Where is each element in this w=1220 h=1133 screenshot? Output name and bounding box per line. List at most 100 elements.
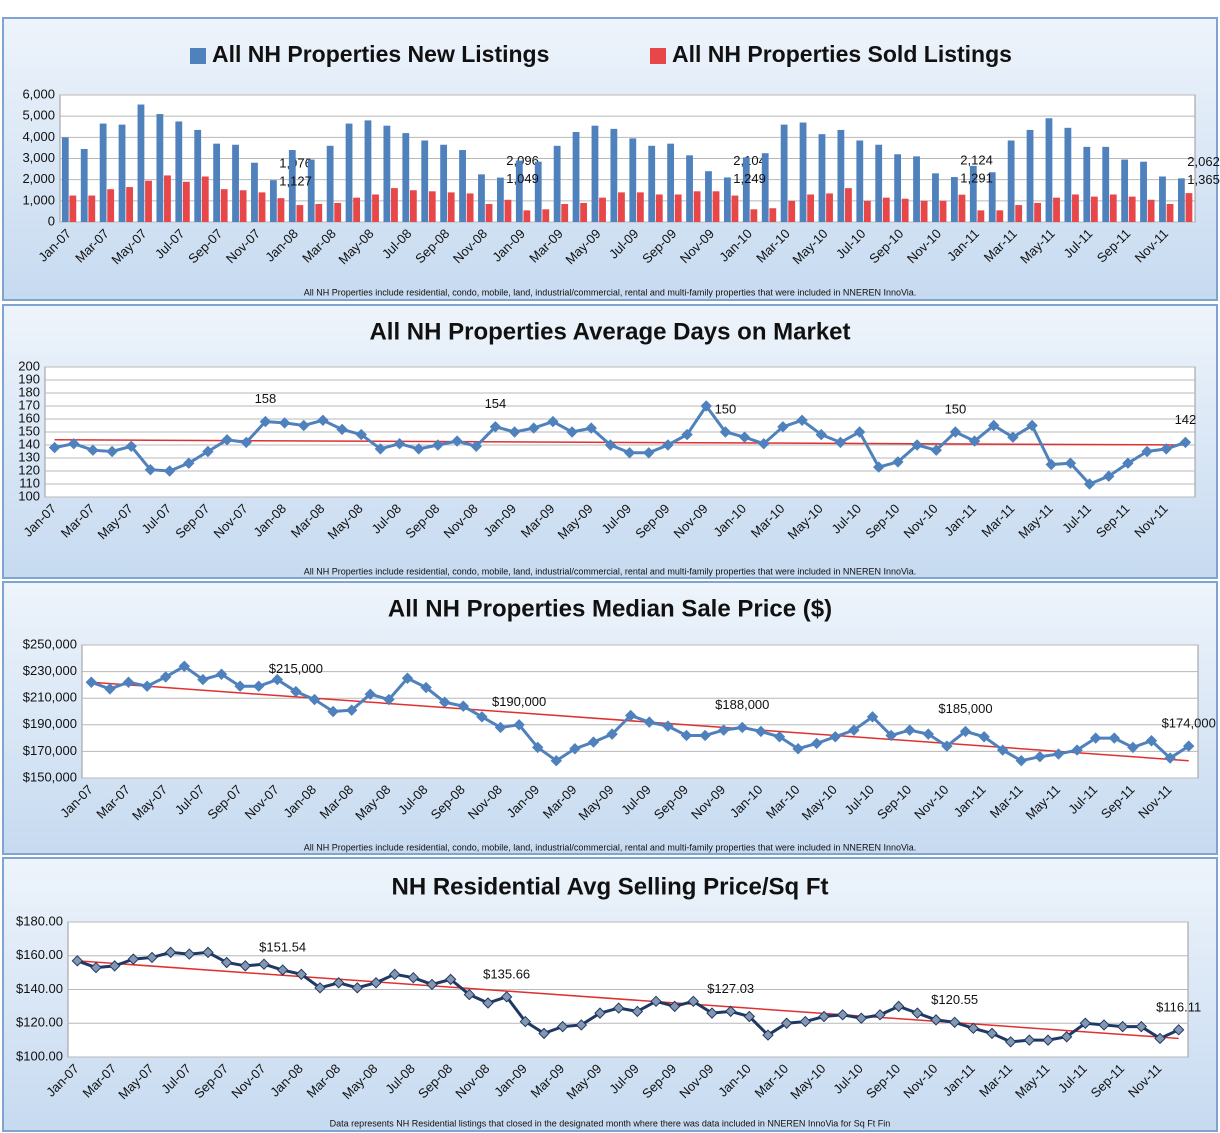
marker [755,725,767,738]
marker [967,1022,980,1035]
marker [401,672,414,684]
marker [528,422,540,434]
marker [489,421,502,433]
data-label: $190,000 [492,694,546,709]
bar [478,174,485,222]
marker [298,419,310,432]
marker [1007,431,1019,443]
bar [610,128,618,222]
bar [939,200,947,222]
footnote: Data represents NH Residential listings … [330,1118,891,1128]
bar [440,144,448,222]
bar [1090,196,1098,222]
footnote: All NH Properties include residential, c… [304,566,917,576]
marker [585,422,597,434]
marker [815,428,827,441]
data-label: 1,049 [506,171,539,186]
marker [276,964,289,976]
bar [107,189,115,222]
bar [175,121,183,222]
marker [594,1007,606,1019]
bar [372,194,379,222]
marker [777,421,789,433]
bar [1128,196,1136,222]
legend-label: All NH Properties Sold Listings [672,41,1012,67]
marker [1045,458,1057,471]
marker [476,711,488,723]
bar [1064,127,1072,222]
bar [459,150,466,222]
bar [194,129,202,222]
bar [636,192,644,222]
marker [252,680,265,692]
marker [258,958,270,970]
y-tick-label: $230,000 [23,663,77,678]
marker [988,419,1000,432]
marker [538,1027,550,1040]
data-label: $188,000 [715,697,769,712]
marker [873,461,885,473]
bar [1015,205,1023,222]
marker [1083,478,1096,490]
data-label: $185,000 [938,701,992,716]
y-tick-label: 2,000 [22,171,55,186]
bar [580,202,588,222]
bar [705,171,712,222]
marker [986,1027,998,1040]
bar [780,124,788,222]
y-tick-label: 130 [18,449,40,464]
marker [1182,740,1195,752]
data-label: 2,062 [1187,154,1220,169]
marker [836,1009,849,1021]
bar [137,104,145,222]
marker [1108,732,1121,744]
chart-title: All NH Properties Average Days on Market [369,318,850,345]
bar [326,145,334,222]
marker [463,988,476,1001]
bar [523,210,531,222]
marker [547,415,559,428]
bar [818,134,826,222]
marker [234,680,246,692]
bar [364,120,372,222]
marker [221,434,233,446]
marker [451,435,463,447]
marker [290,685,302,698]
marker [930,444,942,456]
marker [239,960,252,972]
bar [674,194,682,222]
bar [232,144,239,222]
marker [1141,445,1153,458]
marker [1116,1020,1129,1033]
marker [1164,752,1176,764]
bar [99,123,107,222]
bar [693,191,701,222]
marker [959,725,972,738]
marker [393,437,406,450]
bar [409,190,417,222]
marker [892,1000,905,1013]
bar [629,138,637,222]
y-tick-label: 6,000 [22,86,55,101]
marker [1042,1034,1054,1046]
y-tick-label: $160.00 [16,947,63,962]
marker [773,731,786,743]
bar [1072,194,1079,222]
marker [1179,436,1192,449]
marker [941,740,953,752]
marker [163,465,176,477]
marker [724,1005,737,1018]
bar [1140,161,1147,222]
chart-title: NH Residential Avg Selling Price/Sq Ft [392,873,829,900]
bar [655,194,663,222]
marker [1060,1031,1073,1043]
bar [591,125,599,222]
bar [977,210,985,222]
bar [353,197,361,222]
marker [1160,443,1172,455]
marker [566,426,578,438]
marker [874,1009,886,1021]
marker [818,1010,830,1023]
marker [314,982,326,994]
bar [421,140,429,222]
